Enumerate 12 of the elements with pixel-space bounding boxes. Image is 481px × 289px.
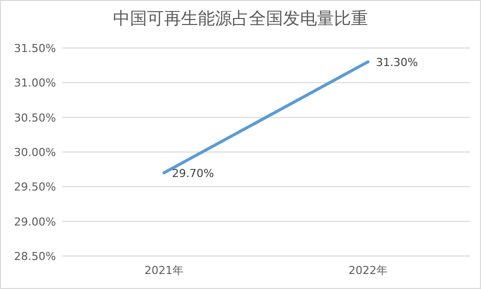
y-tick-label: 30.50%: [14, 111, 56, 124]
y-tick-label: 31.00%: [14, 76, 56, 90]
y-tick-label: 28.50%: [14, 250, 56, 263]
y-tick-label: 31.50%: [14, 42, 56, 55]
y-tick-label: 29.50%: [14, 180, 56, 194]
chart-title: 中国可再生能源占全国发电量比重: [113, 9, 368, 29]
x-tick-label: 2021年: [144, 264, 184, 277]
x-tick-label: 2022年: [348, 264, 388, 277]
data-label: 29.70%: [172, 166, 214, 180]
y-tick-label: 30.00%: [14, 146, 56, 159]
data-label: 31.30%: [376, 56, 418, 69]
y-tick-label: 29.00%: [14, 215, 56, 228]
